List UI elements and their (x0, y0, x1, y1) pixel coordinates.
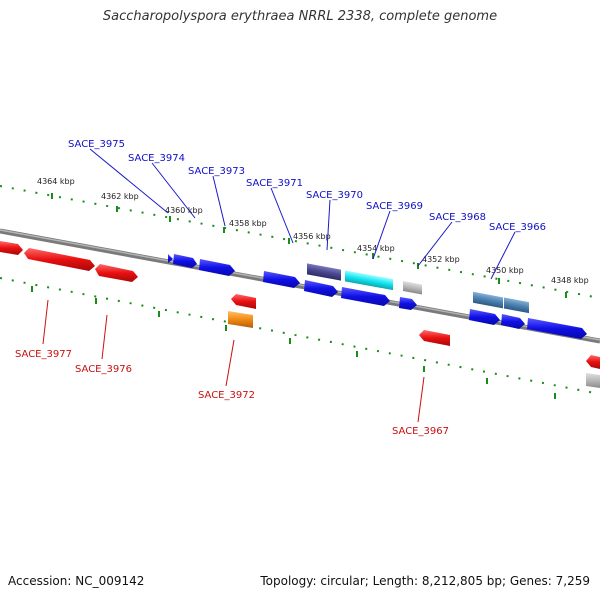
gene-feature[interactable] (341, 287, 390, 306)
reverse-track-1 (0, 241, 600, 369)
forward-gene-labels: SACE_3975 SACE_3974 SACE_3973 SACE_3971 … (68, 139, 546, 233)
gene-feature[interactable] (403, 280, 422, 295)
genome-summary-text: Topology: circular; Length: 8,212,805 bp… (260, 574, 590, 588)
ruler-inner (0, 277, 600, 395)
forward-track-1 (168, 254, 529, 314)
ruler-tick-label: 4360 kbp (165, 206, 203, 215)
gene-feature[interactable] (527, 318, 587, 339)
gene-label-forward[interactable]: SACE_3973 (188, 166, 245, 177)
gene-feature[interactable] (168, 254, 173, 263)
leader-line (151, 162, 196, 219)
gene-feature[interactable] (501, 314, 525, 329)
gene-feature[interactable] (399, 297, 417, 310)
gene-feature[interactable] (419, 330, 450, 346)
leader-line (101, 314, 108, 360)
gene-feature[interactable] (504, 297, 529, 314)
ruler-tick-labels: 4364 kbp 4362 kbp 4360 kbp 4358 kbp 4356… (37, 177, 589, 285)
gene-label-forward[interactable]: SACE_3971 (246, 178, 303, 189)
gene-label-forward[interactable]: SACE_3970 (306, 190, 363, 201)
leader-line (89, 148, 169, 214)
ruler-tick-label: 4348 kbp (551, 276, 589, 285)
gene-feature[interactable] (307, 263, 341, 281)
gene-feature[interactable] (586, 373, 600, 388)
gene-label-forward[interactable]: SACE_3969 (366, 201, 423, 212)
page-title: Saccharopolyspora erythraea NRRL 2338, c… (102, 9, 498, 24)
reverse-track-2 (228, 311, 600, 388)
reverse-label-leaders (42, 299, 425, 423)
gene-feature[interactable] (24, 248, 95, 271)
gene-label-reverse[interactable]: SACE_3977 (15, 349, 72, 360)
leader-line (372, 210, 391, 260)
ruler-tick-label: 4364 kbp (37, 177, 75, 186)
gene-feature[interactable] (473, 291, 503, 309)
gene-feature[interactable] (304, 280, 338, 297)
gene-label-forward[interactable]: SACE_3974 (128, 153, 185, 164)
ruler-tick-label: 4356 kbp (293, 232, 331, 241)
gene-feature[interactable] (263, 271, 300, 288)
ruler-tick-label: 4354 kbp (357, 244, 395, 253)
gene-label-forward[interactable]: SACE_3975 (68, 139, 125, 150)
gene-label-reverse[interactable]: SACE_3967 (392, 426, 449, 437)
forward-label-leaders (89, 148, 516, 280)
ruler-tick-label: 4362 kbp (101, 192, 139, 201)
gene-label-forward[interactable]: SACE_3968 (429, 212, 486, 223)
ruler-tick-label: 4358 kbp (229, 219, 267, 228)
gene-label-forward[interactable]: SACE_3966 (489, 222, 546, 233)
gene-feature[interactable] (231, 294, 256, 309)
accession-text: Accession: NC_009142 (8, 574, 145, 588)
gene-feature[interactable] (95, 264, 138, 282)
ruler-tick-label: 4350 kbp (486, 266, 524, 275)
leader-line (417, 376, 425, 423)
gene-label-reverse[interactable]: SACE_3972 (198, 390, 255, 401)
gene-feature[interactable] (586, 355, 600, 369)
gene-feature[interactable] (173, 254, 197, 268)
leader-line (417, 221, 453, 267)
leader-line (212, 175, 226, 227)
gene-label-reverse[interactable]: SACE_3976 (75, 364, 132, 375)
reverse-gene-labels: SACE_3977 SACE_3976 SACE_3972 SACE_3967 (15, 349, 449, 437)
ruler-tick-label: 4352 kbp (422, 255, 460, 264)
gene-feature[interactable] (345, 270, 393, 291)
leader-line (490, 231, 516, 280)
gene-feature[interactable] (469, 309, 500, 325)
leader-line (225, 339, 235, 387)
leader-line (326, 199, 331, 251)
leader-line (42, 299, 49, 345)
gene-feature[interactable] (228, 311, 253, 328)
gene-feature[interactable] (199, 259, 235, 276)
leader-line (270, 187, 294, 244)
forward-track-2 (263, 271, 587, 339)
ruler-inner-major-ticks (31, 286, 556, 399)
gene-feature[interactable] (0, 241, 23, 255)
